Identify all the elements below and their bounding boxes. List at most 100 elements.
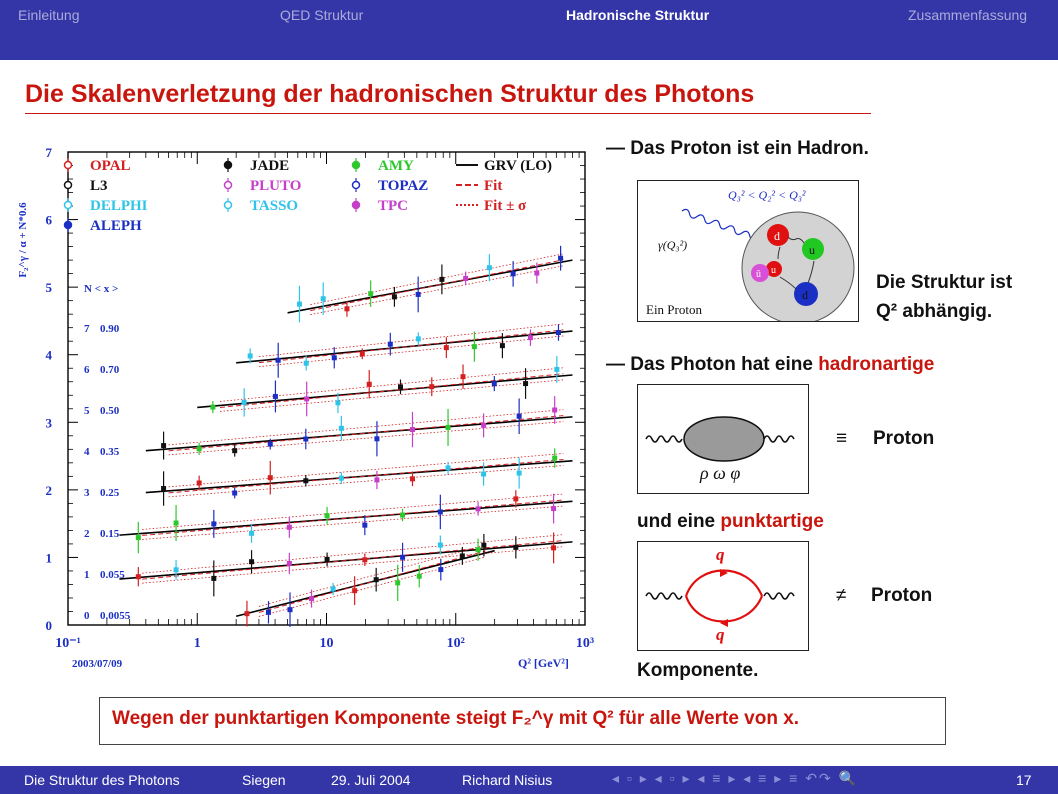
data-point — [463, 275, 469, 281]
quark-d-blue — [794, 282, 818, 306]
gamma-label: γ(Q₃²) — [658, 238, 687, 252]
data-point — [173, 567, 179, 573]
data-point — [265, 609, 271, 615]
legend-label: TPC — [378, 198, 408, 214]
data-point — [416, 573, 422, 579]
equiv-symbol: ≡ — [836, 428, 848, 449]
bin-n-label: 2 — [84, 528, 90, 540]
data-point — [232, 490, 238, 496]
data-point — [481, 422, 487, 428]
data-point — [491, 381, 497, 387]
bullet-proton-hadron: — Das Proton ist ein Hadron. — [606, 138, 869, 159]
navigation-symbols[interactable]: ◂ ▫ ▸ ◂ ▫ ▸ ◂ ≡ ▸ ◂ ≡ ▸ ≡ ↶↷ 🔍 — [612, 770, 858, 786]
data-point — [395, 580, 401, 586]
grv-lo-curve — [235, 549, 495, 617]
data-point — [527, 335, 533, 341]
data-point — [373, 577, 379, 583]
fit-band-upper — [142, 534, 564, 574]
data-point — [516, 470, 522, 476]
legend-label: TOPAZ — [378, 178, 428, 194]
legend-label: OPAL — [90, 158, 131, 174]
fit-curve — [310, 259, 564, 312]
antiquark-u — [751, 264, 769, 282]
data-point — [335, 400, 341, 406]
data-point — [324, 556, 330, 562]
quark-label-bottom: q — [716, 625, 725, 644]
data-point — [415, 336, 421, 342]
y-tick-label: 1 — [46, 550, 53, 565]
data-point — [267, 441, 273, 447]
nav-qed-struktur[interactable]: QED Struktur — [280, 7, 364, 23]
data-point — [475, 506, 481, 512]
legend-marker — [351, 160, 361, 170]
data-point — [460, 374, 466, 380]
data-point — [272, 393, 278, 399]
plot-date: 2003/07/09 — [72, 658, 123, 670]
svg-text:u: u — [809, 243, 815, 257]
nav-zusammenfassung[interactable]: Zusammenfassung — [908, 7, 1028, 23]
data-point — [400, 512, 406, 518]
bin-n-label: 7 — [84, 323, 90, 335]
bin-x-label: 0.90 — [100, 323, 120, 335]
data-point — [475, 547, 481, 553]
data-point — [437, 509, 443, 515]
data-point — [445, 424, 451, 430]
nav-hadronische-struktur[interactable]: Hadronische Struktur — [566, 7, 710, 23]
fit-band-lower — [219, 379, 564, 412]
data-point — [210, 404, 216, 410]
data-point — [409, 427, 415, 433]
data-point — [303, 478, 309, 484]
quark-loop-diagram: q q — [637, 541, 809, 651]
data-point — [135, 574, 141, 580]
nav-einleitung[interactable]: Einleitung — [18, 7, 80, 23]
y-tick-label: 3 — [46, 415, 53, 430]
x-axis-label: Q² [GeV²] — [518, 656, 569, 670]
proton-label-1: Proton — [873, 428, 935, 449]
data-point — [555, 330, 561, 336]
structure-text-line2: Q² abhängig. — [876, 301, 993, 322]
data-point — [429, 384, 435, 390]
legend-label: DELPHI — [90, 198, 148, 214]
und-eine-punktartige: und eine punktartige — [637, 511, 824, 532]
data-point — [551, 545, 557, 551]
data-point — [397, 384, 403, 390]
data-point — [513, 496, 519, 502]
photon-line-right-2 — [763, 592, 795, 600]
photon-line-right — [763, 435, 795, 443]
bullet-photon-hadronartig: — Das Photon hat eine hadronartige — [606, 354, 935, 375]
data-point — [249, 559, 255, 565]
data-point — [459, 553, 465, 559]
bin-x-label: 0.50 — [100, 405, 120, 417]
conclusion-text: Wegen der punktartigen Komponente steigt… — [112, 708, 800, 729]
svg-text:u: u — [771, 265, 776, 276]
header-navigation-bar: Einleitung QED Struktur Hadronische Stru… — [0, 0, 1058, 60]
fit-band-upper — [258, 544, 486, 607]
data-point — [352, 588, 358, 594]
bins-header: N < x > — [84, 283, 118, 295]
data-point — [211, 521, 217, 527]
legend-marker — [223, 180, 233, 190]
hadron-blob — [683, 416, 765, 462]
y-tick-label: 4 — [46, 348, 53, 363]
data-point — [296, 301, 302, 307]
legend-label: TASSO — [250, 198, 298, 214]
data-point — [330, 586, 336, 592]
fit-band-upper — [168, 453, 564, 488]
data-point — [244, 611, 250, 617]
x-tick-label: 10 — [320, 636, 334, 651]
fit-band-lower — [168, 421, 564, 456]
data-point — [445, 465, 451, 471]
legend-marker — [351, 180, 361, 190]
fit-band-lower — [142, 546, 564, 584]
komponente-text: Komponente. — [637, 660, 759, 681]
data-point — [510, 271, 516, 277]
conclusion-box: Wegen der punktartigen Komponente steigt… — [99, 697, 946, 745]
proton-label-2: Proton — [871, 585, 933, 606]
data-point — [135, 535, 141, 541]
legend-label: GRV (LO) — [484, 158, 552, 174]
bin-n-label: 0 — [84, 610, 90, 622]
legend-marker — [351, 200, 361, 210]
data-point — [366, 381, 372, 387]
legend-label: JADE — [250, 158, 289, 174]
